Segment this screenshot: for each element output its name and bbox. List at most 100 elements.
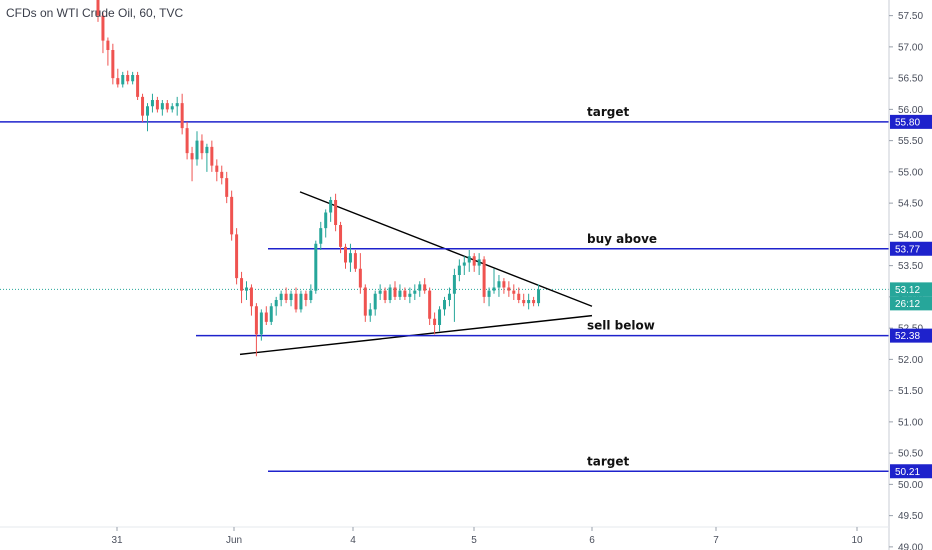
level-annotation: target <box>587 105 629 119</box>
candle-body <box>220 171 224 179</box>
candle <box>527 293 531 310</box>
candle-body <box>398 290 402 297</box>
candle <box>126 70 130 85</box>
candle <box>383 287 387 304</box>
x-tick-label: 7 <box>713 535 719 546</box>
candle <box>497 275 501 297</box>
y-tick-label: 49.00 <box>898 542 923 550</box>
candle-body <box>344 246 347 263</box>
horizontal-levels[interactable]: target buy above sell below target <box>0 105 889 473</box>
candle <box>329 196 333 222</box>
level-price-tag-bg <box>890 241 932 256</box>
candle-body <box>447 293 451 300</box>
candle-body <box>304 293 308 300</box>
candle <box>215 159 219 182</box>
level-price-tag-text: 53.77 <box>895 244 920 255</box>
candle <box>240 271 244 304</box>
candle-body <box>433 318 437 325</box>
candle <box>121 71 125 88</box>
x-tick-label: 6 <box>589 535 595 546</box>
last-price-tag-bg <box>890 282 932 297</box>
candle-body <box>170 106 174 110</box>
candle-body <box>507 287 511 291</box>
candle <box>319 221 323 250</box>
candle-body <box>215 165 219 172</box>
y-tick-label: 57.50 <box>898 11 923 22</box>
last-price-tag: 53.12 <box>890 282 932 297</box>
candle <box>116 68 120 88</box>
candle-body <box>537 289 541 304</box>
candle <box>403 287 407 300</box>
level-price-tag: 55.80 <box>890 114 932 129</box>
candle <box>477 253 481 275</box>
candle-body <box>522 300 526 304</box>
candle-body <box>492 287 496 291</box>
candle <box>482 256 486 304</box>
candle-body <box>195 140 199 160</box>
time-axis[interactable]: 31 Jun 4 5 6 7 10 <box>111 527 863 546</box>
candle <box>245 281 248 300</box>
candle <box>413 284 417 300</box>
candle-body <box>249 287 253 307</box>
bar-countdown-tag-text: 26:12 <box>895 299 920 310</box>
candle <box>512 284 516 300</box>
candle-body <box>353 253 357 269</box>
candle-body <box>264 312 268 322</box>
candle <box>353 250 357 272</box>
level-price-tag: 53.77 <box>890 241 932 256</box>
candle-body <box>408 293 412 297</box>
level-annotation: target <box>587 454 629 468</box>
candle-body <box>487 290 491 297</box>
candle <box>373 290 377 316</box>
candle <box>111 43 115 85</box>
candle-body <box>190 153 194 160</box>
y-tick-label: 57.00 <box>898 42 923 53</box>
candle <box>423 278 427 294</box>
candle <box>235 228 239 285</box>
candle-body <box>309 290 313 300</box>
candle-body <box>423 284 427 291</box>
candle <box>522 293 526 307</box>
y-tick-label: 50.00 <box>898 480 923 491</box>
candle-body <box>477 259 481 266</box>
candle <box>408 287 412 304</box>
candle <box>96 0 100 22</box>
candle <box>358 253 362 294</box>
y-tick-label: 51.00 <box>898 417 923 428</box>
level-price-tag-bg <box>890 464 932 479</box>
candle <box>150 93 154 113</box>
candle-body <box>472 256 476 266</box>
candle-body <box>314 243 318 291</box>
candle-body <box>527 300 531 304</box>
x-tick-label: 31 <box>111 535 123 546</box>
candle <box>378 284 382 300</box>
candle <box>438 306 442 332</box>
candle <box>388 284 392 304</box>
candle <box>532 296 536 307</box>
candle-body <box>235 234 239 279</box>
y-tick-label: 49.50 <box>898 511 923 522</box>
candle <box>259 309 263 341</box>
candle <box>289 290 293 307</box>
candle <box>299 290 303 313</box>
candle-body <box>96 0 100 16</box>
candle-body <box>339 225 343 247</box>
candle <box>502 278 506 294</box>
candle-body <box>443 300 446 310</box>
triangle-trendlines[interactable] <box>239 191 593 356</box>
candle <box>225 171 229 204</box>
level-price-tag: 52.38 <box>890 328 932 343</box>
candle-body <box>452 275 456 294</box>
candle-body <box>497 281 501 288</box>
candle-body <box>403 290 407 297</box>
candle <box>452 268 456 322</box>
candle-body <box>462 262 466 266</box>
chart-title: CFDs on WTI Crude Oil, 60, TVC <box>6 6 184 20</box>
candle-body <box>299 293 303 310</box>
candle-body <box>131 75 135 82</box>
candle <box>433 312 437 335</box>
candle-body <box>393 287 397 297</box>
candle <box>190 146 194 182</box>
candle <box>472 253 476 272</box>
